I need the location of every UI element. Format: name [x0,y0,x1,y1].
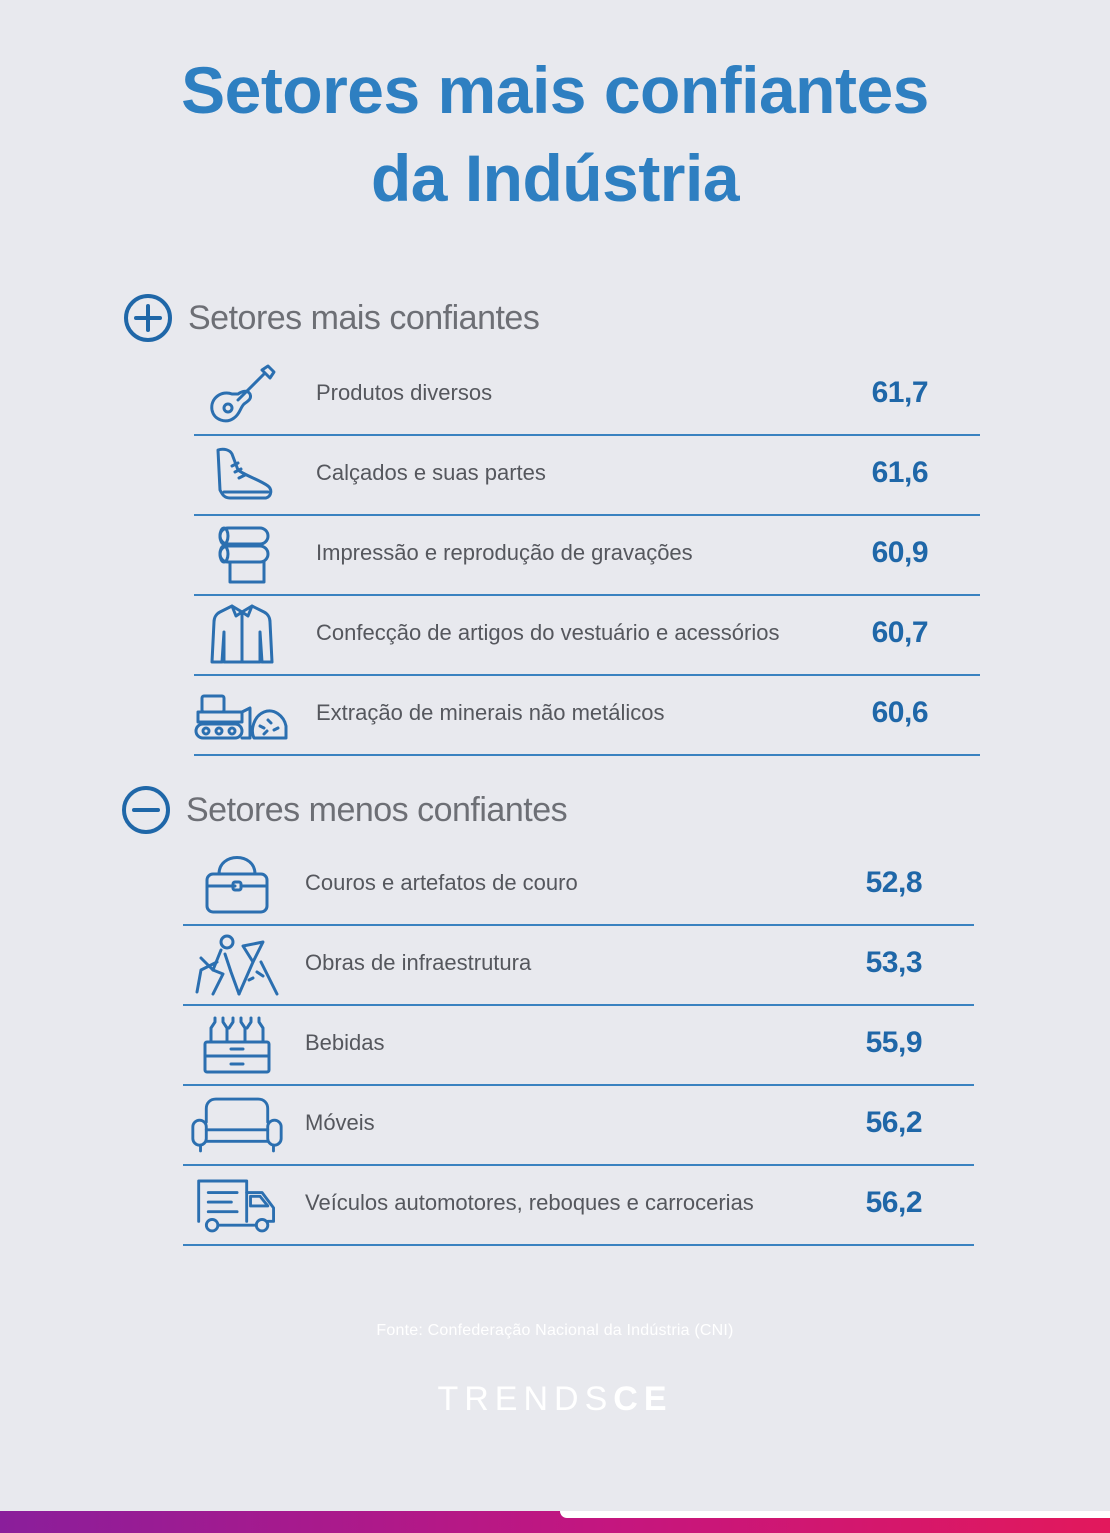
brand-logo: TRENDSCE [0,1380,1110,1419]
truck-icon [197,1179,275,1233]
row-value: 60,6 [871,696,929,729]
row-label: Confecção de artigos do vestuário e aces… [316,620,780,645]
bulldozer-rocks-icon [194,694,288,740]
brand-logo-bold: CE [613,1380,673,1418]
row-label: Obras de infraestrutura [305,950,532,975]
list-item: Produtos diversos 61,7 [194,356,980,436]
list-item: Couros e artefatos de couro 52,8 [183,846,974,926]
bottle-crate-icon [203,1016,271,1074]
jacket-icon [210,604,274,664]
plus-circle-icon [124,294,172,342]
row-label: Calçados e suas partes [316,460,546,485]
row-value: 56,2 [865,1186,923,1219]
row-value: 52,8 [865,866,923,899]
row-label: Bebidas [305,1030,385,1055]
row-value: 61,6 [871,456,929,489]
list-item: Calçados e suas partes 61,6 [194,436,980,516]
list-item: Veículos automotores, reboques e carroce… [183,1166,974,1246]
row-value: 56,2 [865,1106,923,1139]
list-item: Bebidas 55,9 [183,1006,974,1086]
list-item: Obras de infraestrutura 53,3 [183,926,974,1006]
road-worker-icon [195,934,279,996]
shoe-icon [216,447,273,500]
row-value: 60,9 [871,536,929,569]
row-label: Impressão e reprodução de gravações [316,540,693,565]
page-title-line-1: Setores mais confiantes [181,53,929,127]
row-value: 61,7 [871,376,929,409]
row-value: 53,3 [865,946,923,979]
section-heading-text: Setores menos confiantes [186,790,568,829]
minus-circle-icon [122,786,170,834]
row-label: Produtos diversos [316,380,493,405]
list-item: Móveis 56,2 [183,1086,974,1166]
page-title: Setores mais confiantes da Indústria [0,46,1110,222]
row-label: Couros e artefatos de couro [305,870,578,895]
section-heading-most-confident: Setores mais confiantes [122,292,540,344]
most-confident-list: Produtos diversos 61,7 Calçados e suas p… [194,356,980,756]
brand-logo-light: TRENDS [437,1380,614,1418]
paper-roll-icon [218,526,270,584]
list-item: Extração de minerais não metálicos 60,6 [194,676,980,756]
handbag-icon [205,856,269,914]
section-heading-least-confident: Setores menos confiantes [120,784,568,836]
row-value: 55,9 [865,1026,923,1059]
page-title-line-2: da Indústria [370,141,740,215]
row-label: Móveis [305,1110,375,1135]
row-value: 60,7 [871,616,929,649]
list-item: Confecção de artigos do vestuário e aces… [194,596,980,676]
row-label: Extração de minerais não metálicos [316,700,665,725]
row-label: Veículos automotores, reboques e carroce… [305,1190,754,1215]
sofa-icon [191,1097,283,1153]
guitar-icon [210,364,276,423]
source-note: Fonte: Confederação Nacional da Indústri… [376,1322,734,1339]
least-confident-list: Couros e artefatos de couro 52,8 Obras d… [183,846,974,1246]
list-item: Impressão e reprodução de gravações 60,9 [194,516,980,596]
section-heading-text: Setores mais confiantes [188,298,540,337]
bottom-gradient-bar [0,1511,1110,1533]
